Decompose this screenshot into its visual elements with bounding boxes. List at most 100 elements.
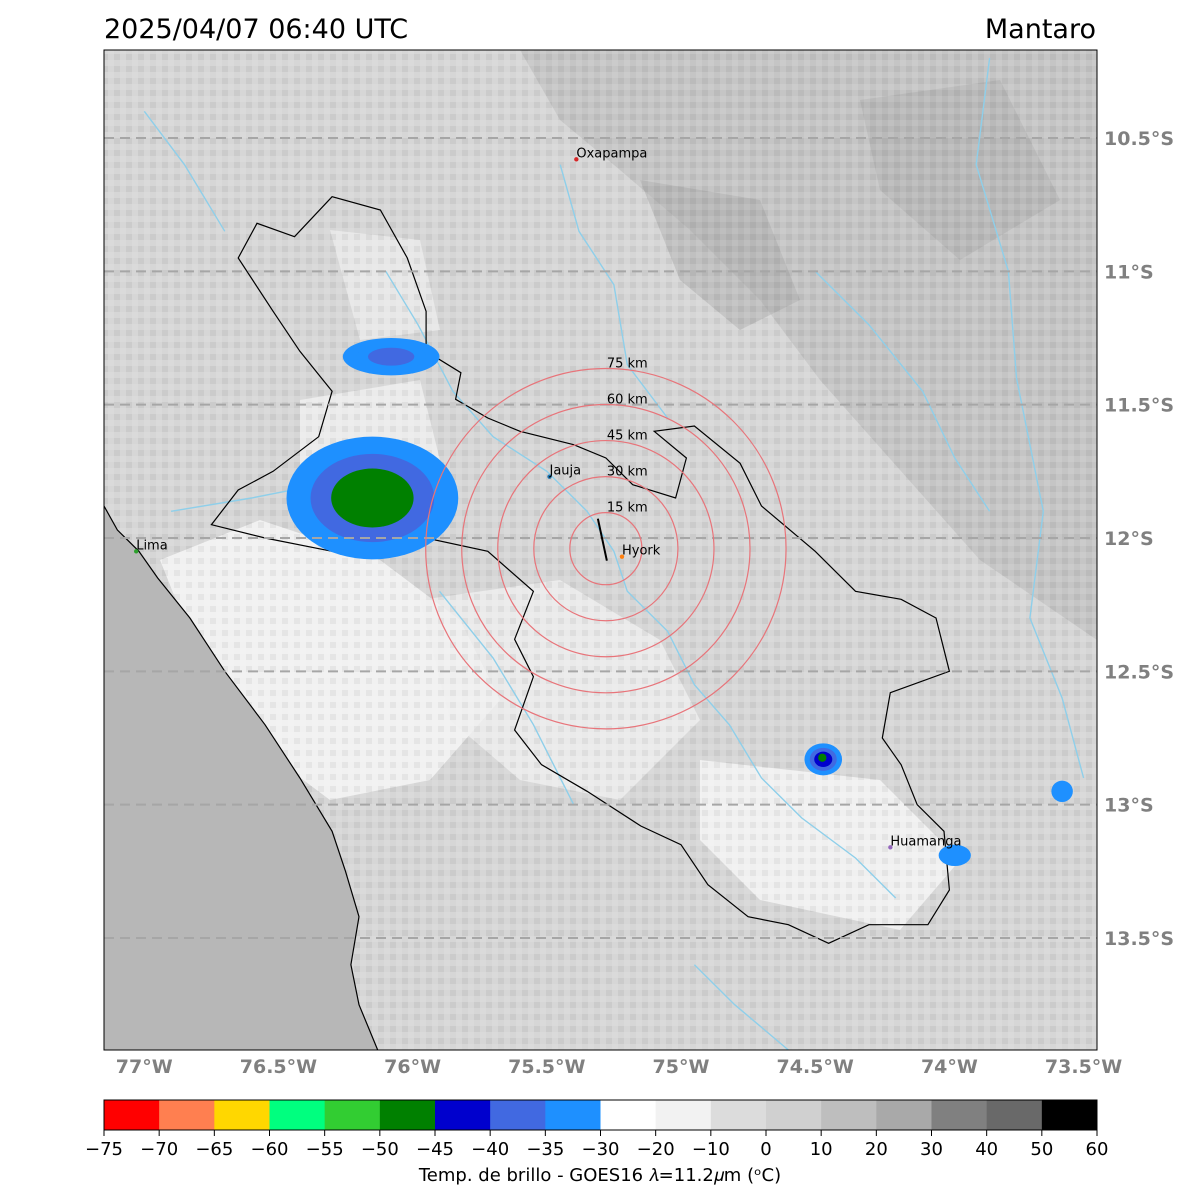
lon-tick-labels: 77°W 76.5°W 76°W 75.5°W 75°W 74.5°W 74°W 73.5°W [116,1056,1122,1078]
colorbar-swatch [766,1100,822,1130]
colorbar-tick-label: −40 [471,1139,509,1160]
city-dot [619,554,625,559]
colorbar-swatch [324,1100,381,1130]
colorbar-swatch [876,1100,932,1130]
lat-tick-label: 10.5°S [1104,128,1174,150]
lat-tick-label: 12°S [1104,528,1154,550]
colorbar-swatch [214,1100,270,1130]
range-ring-label: 45 km [607,429,648,444]
range-ring [533,475,679,622]
range-ring-label: 30 km [607,465,648,480]
lon-tick-label: 73.5°W [1045,1056,1122,1078]
colorbar-swatches [104,1100,1098,1130]
colorbar-tick-label: −70 [140,1139,178,1160]
colorbar-swatch [1041,1100,1098,1130]
city-dot [888,845,893,850]
cell-core [947,850,963,861]
range-ring [461,403,751,694]
lat-tick-label: 13°S [1104,795,1154,817]
city-label: Huamanga [890,834,961,849]
range-ring-label: 75 km [607,356,648,371]
colorbar-swatch [821,1100,877,1130]
range-rings: 15 km 30 km 45 km 60 km 75 km [425,356,787,730]
colorbar-swatch [104,1100,160,1130]
coastline [104,505,379,1050]
city-label: Lima [136,538,167,553]
lat-tick-label: 12.5°S [1104,661,1174,683]
city-markers: Oxapampa Jauja Hyork Lima Huamanga [134,146,961,850]
colorbar-label: Temp. de brillo - GOES16 𝜆=11.2𝜇m (ᵒC) [418,1165,781,1186]
range-ring-label: 60 km [607,393,648,408]
colorbar-tick-label: 50 [1030,1139,1053,1160]
lat-tick-label: 13.5°S [1104,928,1174,950]
colorbar-swatch [655,1100,712,1130]
city-label: Hyork [622,544,661,559]
colorbar-tick-label: −30 [582,1139,620,1160]
colorbar-swatch [986,1100,1043,1130]
lon-tick-label: 75.5°W [508,1056,585,1078]
colorbar-tick-label: 0 [760,1139,771,1160]
colorbar-tick-label: −45 [416,1139,454,1160]
lon-tick-label: 75°W [653,1056,710,1078]
colorbar-swatch [435,1100,491,1130]
colorbar-swatch [545,1100,601,1130]
colorbar-swatch [379,1100,436,1130]
river-line [814,270,991,512]
cell-coldest [818,753,827,762]
map-datetime-title: 2025/04/07 06:40 UTC [104,14,409,45]
colorbar-swatch [269,1100,326,1130]
lon-tick-label: 76.5°W [240,1056,317,1078]
river-line [693,964,789,1050]
colorbar-tick-label: −65 [195,1139,233,1160]
lon-tick-label: 76°W [384,1056,441,1078]
colorbar-swatch [931,1100,988,1130]
colorbar-tick-label: −20 [637,1139,675,1160]
cloud-texture [104,50,1097,1050]
lat-tick-label: 11°S [1104,261,1154,283]
colorbar-tick-label: −50 [361,1139,399,1160]
colorbar-tick-label: 60 [1086,1139,1109,1160]
colorbar-swatch [490,1100,546,1130]
river-line [975,57,1085,779]
convective-cells [286,338,1073,866]
range-ring [569,512,643,586]
cell-core [367,347,415,366]
lat-tick-label: 11.5°S [1104,395,1174,417]
city-dot [134,549,139,554]
colorbar-tick-label: 40 [975,1139,998,1160]
colorbar-tick-label: −35 [526,1139,564,1160]
lon-tick-label: 74.5°W [777,1056,854,1078]
city-label: Jauja [549,464,582,479]
lon-tick-label: 77°W [116,1056,173,1078]
range-ring [497,439,715,658]
colorbar-tick-labels: −75 −70 −65 −60 −55 −50 −45 −40 −35 −30 −20 −10 0 10 2… [85,1130,1108,1160]
colorbar-tick-label: −75 [85,1139,123,1160]
map-frame [103,49,1098,1051]
river-line [438,590,575,806]
cell-coldest [349,475,387,508]
lon-tick-label: 74°W [921,1056,978,1078]
rivers [143,57,1085,1050]
mantaro-basin-outline [210,196,951,944]
river-line [143,110,226,232]
colorbar-tick-label: −10 [692,1139,730,1160]
colorbar-swatch [710,1100,767,1130]
radar-beam-line [596,518,608,561]
colorbar-swatch [600,1100,657,1130]
map-region-title: Mantaro [984,14,1096,45]
cell-core [1056,786,1068,797]
colorbar-tick-label: 30 [920,1139,943,1160]
city-dot [547,474,552,479]
city-label: Oxapampa [576,146,647,161]
river-line [559,164,669,419]
colorbar-tick-label: 20 [865,1139,888,1160]
colorbar-tick-label: −55 [306,1139,344,1160]
river-line [385,270,897,899]
range-ring [425,367,787,730]
colorbar-swatch [159,1100,215,1130]
colorbar-tick-label: −60 [251,1139,289,1160]
pacific-ocean [104,506,378,1050]
city-dot [574,157,579,162]
